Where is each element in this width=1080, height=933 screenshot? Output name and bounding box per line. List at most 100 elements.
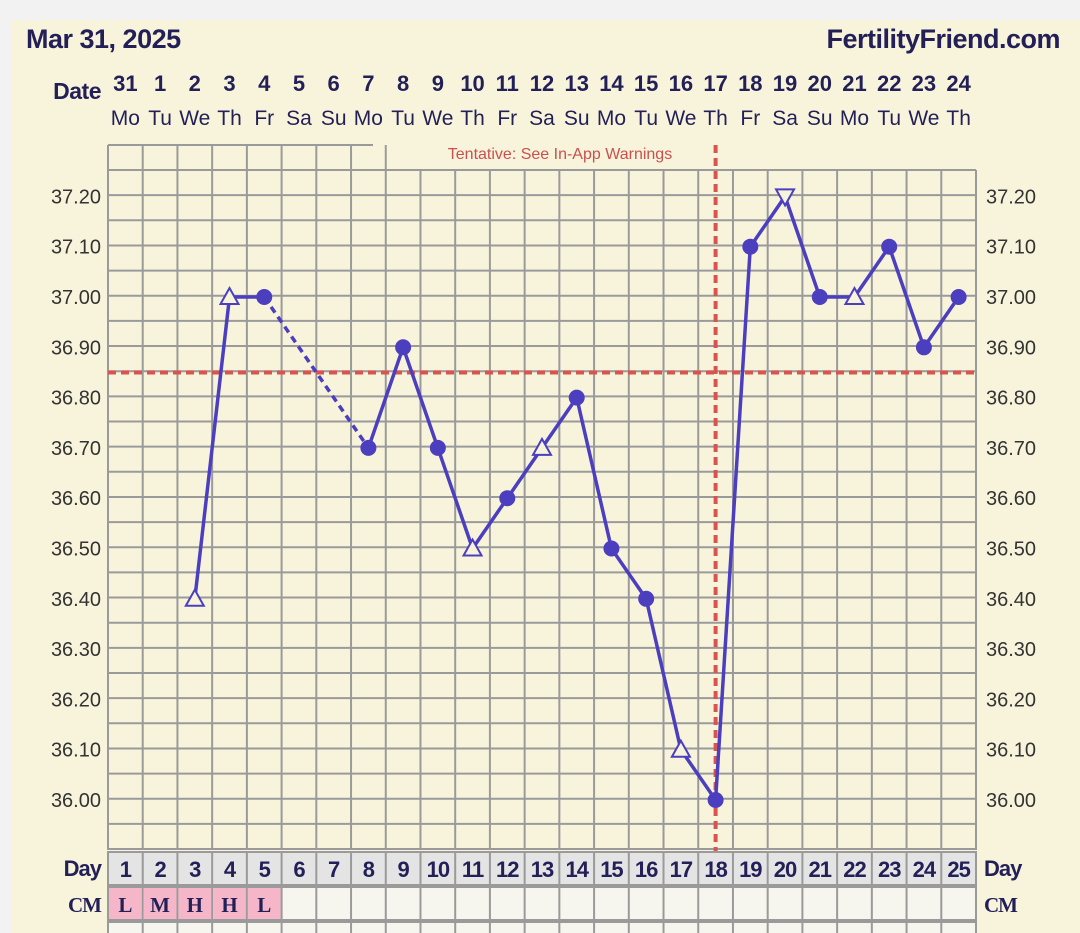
weekday-label: Su	[564, 107, 590, 130]
day-number: 18	[704, 857, 727, 882]
cm-value: H	[221, 893, 237, 917]
series-segment	[922, 296, 961, 349]
day-number: 16	[635, 857, 658, 882]
date-label: 1	[154, 71, 166, 96]
date-label: 23	[912, 71, 936, 96]
weekday-label: Sa	[772, 107, 798, 130]
date-label: 2	[189, 71, 201, 96]
weekday-label: Sa	[529, 107, 555, 130]
series-segment	[471, 497, 509, 550]
day-row-label-left: Day	[64, 856, 103, 881]
weekday-label: Fr	[740, 107, 760, 130]
data-point-triangle	[843, 285, 866, 305]
series-segment	[436, 447, 475, 550]
series-segment	[644, 598, 683, 751]
chart-date: Mar 31, 2025	[26, 24, 181, 54]
data-point	[881, 238, 898, 255]
cm-cell	[247, 888, 281, 919]
weekday-label: Tu	[634, 107, 658, 130]
y-tick-right: 36.80	[986, 388, 1036, 410]
series-segment	[853, 245, 891, 298]
series-segment	[887, 246, 926, 348]
y-tick-right: 36.50	[986, 539, 1036, 561]
weekday-label: Mo	[111, 107, 140, 130]
data-point	[499, 490, 516, 507]
data-point	[638, 590, 655, 607]
y-tick-left: 36.20	[51, 689, 101, 711]
day-number: 8	[363, 857, 375, 882]
date-label: 17	[703, 71, 727, 96]
day-number: 11	[462, 857, 484, 882]
day-number: 7	[328, 857, 340, 882]
day-number: 14	[565, 857, 589, 882]
day-row	[107, 851, 977, 886]
series-segment	[609, 547, 648, 600]
weekday-label: Tu	[148, 107, 172, 130]
y-tick-right: 36.60	[986, 488, 1036, 510]
day-number: 15	[600, 857, 623, 882]
data-point	[256, 289, 273, 305]
day-number: 23	[878, 857, 901, 882]
day-number: 17	[670, 857, 693, 882]
weekday-label: Fr	[254, 107, 274, 130]
data-point-triangle	[218, 285, 241, 305]
data-point	[742, 238, 759, 255]
y-tick-right: 37.20	[986, 186, 1036, 208]
series-segment	[193, 296, 232, 599]
date-label: 16	[669, 71, 693, 96]
y-tick-left: 36.90	[51, 337, 101, 359]
grid	[107, 144, 977, 851]
y-tick-right: 36.20	[986, 689, 1036, 711]
weekday-label: We	[908, 107, 939, 130]
series-segment	[540, 396, 579, 449]
y-tick-right: 37.10	[986, 237, 1036, 259]
y-tick-left: 37.10	[51, 237, 101, 259]
weekday-label: Th	[217, 107, 242, 130]
date-label: 31	[113, 71, 137, 96]
cm-row-label-left: CM	[68, 893, 102, 917]
y-tick-left: 36.70	[51, 438, 101, 460]
y-tick-left: 37.00	[51, 287, 101, 309]
data-point	[915, 339, 932, 356]
y-tick-right: 36.70	[986, 438, 1036, 460]
y-tick-right: 36.40	[986, 589, 1036, 611]
date-label: 11	[496, 71, 519, 96]
y-tick-left: 36.50	[51, 539, 101, 561]
weekday-label: Tu	[391, 107, 415, 130]
day-number: 10	[427, 857, 450, 882]
day-number: 5	[259, 857, 271, 882]
date-label: 10	[460, 71, 484, 96]
cm-value: L	[118, 893, 132, 917]
day-number: 9	[397, 857, 409, 882]
date-label: 18	[738, 71, 762, 96]
weekday-label: Th	[460, 107, 485, 130]
data-point	[603, 540, 620, 557]
series-segment	[748, 195, 787, 248]
y-tick-right: 36.90	[986, 337, 1036, 359]
weekday-label: We	[665, 107, 696, 130]
weekday-label: We	[422, 107, 453, 130]
data-point-triangle	[531, 436, 553, 456]
date-label: 6	[328, 71, 340, 96]
data-point	[707, 792, 724, 808]
cm-cell	[143, 888, 177, 919]
day-number: 2	[154, 857, 166, 882]
date-label: 3	[223, 71, 235, 96]
tentative-warning: Tentative: See In-App Warnings	[448, 146, 672, 163]
data-point	[811, 289, 828, 305]
day-number: 6	[293, 857, 305, 882]
weekday-label: Mo	[354, 107, 383, 130]
data-point	[395, 339, 412, 356]
weekday-label: We	[179, 107, 210, 130]
y-tick-left: 36.10	[51, 740, 101, 762]
chart-panel	[12, 20, 1080, 933]
weekday-label: Mo	[840, 107, 869, 130]
cm-row-label-right: CM	[984, 893, 1018, 917]
y-tick-right: 36.00	[986, 790, 1036, 812]
day-row-label-right: Day	[984, 856, 1023, 881]
date-label: 8	[397, 71, 409, 96]
date-label: 15	[634, 71, 658, 96]
day-number: 13	[531, 857, 554, 882]
day-number: 4	[224, 857, 237, 882]
data-point	[429, 439, 446, 456]
